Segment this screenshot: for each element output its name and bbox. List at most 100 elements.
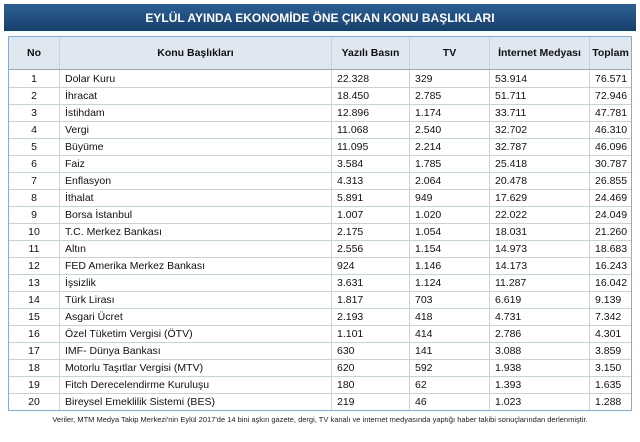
table-cell: 7 [31,175,37,187]
table-cell: 2.540 [409,122,489,138]
table-cell: 26.855 [589,173,631,189]
table-cell: 11.068 [331,122,409,138]
table-cell: 24.049 [589,207,631,223]
table-cell: 2 [31,90,37,102]
table-row: 4 Vergi 11.068 2.540 32.702 46.310 [9,121,631,138]
table-row: 17 IMF- Dünya Bankası 630 141 3.088 3.859 [9,342,631,359]
table-cell: İşsizlik [59,275,331,291]
table-cell: Enflasyon [59,173,331,189]
table-cell: 62 [409,377,489,393]
table-row: 1 Dolar Kuru 22.328 329 53.914 76.571 [9,70,631,87]
table-cell: 12.896 [331,105,409,121]
table-cell: 1.054 [409,224,489,240]
table-cell: 2.193 [331,309,409,325]
table-row: 6 Faiz 3.584 1.785 25.418 30.787 [9,155,631,172]
table-cell: 1.635 [589,377,631,393]
table-cell: 1.817 [331,292,409,308]
table-row: 8 İthalat 5.891 949 17.629 24.469 [9,189,631,206]
table-cell: 1.101 [331,326,409,342]
table-cell: 1 [31,72,37,85]
table-cell: Türk Lirası [59,292,331,308]
table-cell: 949 [409,190,489,206]
table-cell: 22.022 [489,207,589,223]
table-cell: 4.301 [589,326,631,342]
table-cell: 22.328 [331,70,409,87]
table-cell: 25.418 [489,156,589,172]
table-cell: 10 [28,226,40,238]
table-cell: 18.683 [589,241,631,257]
table-cell: 1.023 [489,394,589,410]
table-cell: 4 [31,124,37,136]
table-cell: 2.556 [331,241,409,257]
table-cell: 18 [28,362,40,374]
table-cell: 15 [28,311,40,323]
table-cell: 329 [409,70,489,87]
column-header: No [27,47,41,59]
table-cell: 1.393 [489,377,589,393]
table-cell: 1.020 [409,207,489,223]
table-cell: 46.310 [589,122,631,138]
table-cell: 1.174 [409,105,489,121]
table-cell: 32.702 [489,122,589,138]
table-cell: 924 [331,258,409,274]
table-cell: 1.146 [409,258,489,274]
table-row: 7 Enflasyon 4.313 2.064 20.478 26.855 [9,172,631,189]
table-cell: 141 [409,343,489,359]
table-row: 11 Altın 2.556 1.154 14.973 18.683 [9,240,631,257]
table-cell: T.C. Merkez Bankası [59,224,331,240]
table-cell: 46.096 [589,139,631,155]
table-cell: 620 [331,360,409,376]
column-header: Konu Başlıkları [59,37,331,69]
table-cell: 3.150 [589,360,631,376]
table-cell: 16 [28,328,40,340]
table-cell: İhracat [59,88,331,104]
table-cell: 2.175 [331,224,409,240]
table-cell: 53.914 [489,70,589,87]
table-cell: 11 [28,243,40,255]
table-row: 20 Bireysel Emeklilik Sistemi (BES) 219 46 1… [9,393,631,410]
table-cell: İthalat [59,190,331,206]
table-cell: 7.342 [589,309,631,325]
table-cell: 72.946 [589,88,631,104]
table-row: 2 İhracat 18.450 2.785 51.711 72.946 [9,87,631,104]
table-cell: 46 [409,394,489,410]
table-cell: 6 [31,158,37,170]
table-row: 12 FED Amerika Merkez Bankası 924 1.146 14.1… [9,257,631,274]
column-header: Toplam [589,37,631,69]
table-cell: İstihdam [59,105,331,121]
table-cell: 30.787 [589,156,631,172]
table-cell: 2.064 [409,173,489,189]
table-cell: 14.973 [489,241,589,257]
table-cell: 14 [28,294,40,306]
table-cell: 12 [28,260,40,272]
table-row: 9 Borsa İstanbul 1.007 1.020 22.022 24.049 [9,206,631,223]
table-cell: 4.313 [331,173,409,189]
table-cell: 20.478 [489,173,589,189]
table-row: 13 İşsizlik 3.631 1.124 11.287 16.042 [9,274,631,291]
table-cell: 18.031 [489,224,589,240]
table-cell: Vergi [59,122,331,138]
table-cell: 180 [331,377,409,393]
table-row: 16 Özel Tüketim Vergisi (ÖTV) 1.101 414 2.78… [9,325,631,342]
table-cell: 418 [409,309,489,325]
column-header: Yazılı Basın [331,37,409,69]
table-cell: 1.154 [409,241,489,257]
table-cell: 76.571 [589,70,631,87]
table-cell: 33.711 [489,105,589,121]
table-cell: Asgari Ücret [59,309,331,325]
table-cell: IMF- Dünya Bankası [59,343,331,359]
table-cell: 1.288 [589,394,631,410]
table-cell: 11.287 [489,275,589,291]
table-cell: Dolar Kuru [59,70,331,87]
table-row: 10 T.C. Merkez Bankası 2.175 1.054 18.031 21.… [9,223,631,240]
table-cell: 2.214 [409,139,489,155]
table-cell: 6.619 [489,292,589,308]
table-cell: 1.938 [489,360,589,376]
table-cell: 2.786 [489,326,589,342]
table-cell: 703 [409,292,489,308]
table-cell: 17.629 [489,190,589,206]
table-cell: Altın [59,241,331,257]
table-cell: Bireysel Emeklilik Sistemi (BES) [59,394,331,410]
table-cell: 14.173 [489,258,589,274]
